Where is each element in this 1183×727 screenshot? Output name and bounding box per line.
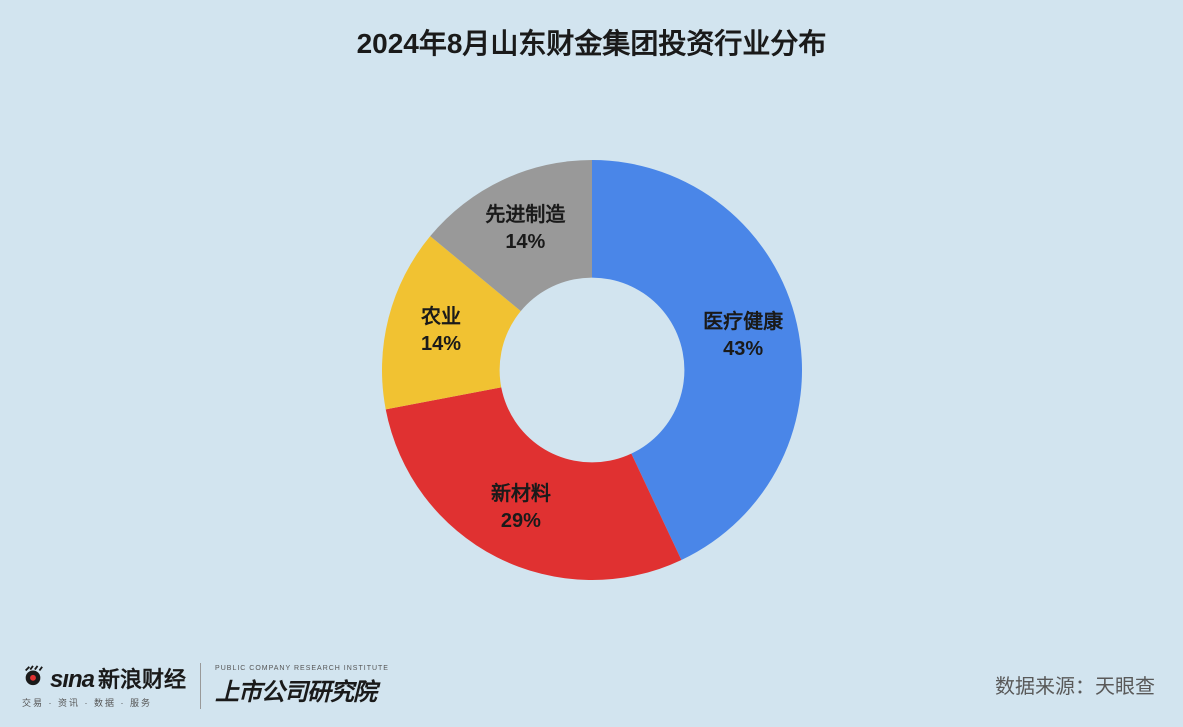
institute-cn: 上市公司研究院	[215, 672, 376, 707]
sina-sub: 交易 · 资讯 · 数据 · 服务	[22, 696, 152, 709]
slice-label-name: 新材料	[491, 481, 551, 508]
data-source-label: 数据来源：天眼查	[995, 670, 1155, 699]
chart-canvas: 2024年8月山东财金集团投资行业分布 医疗健康43%新材料29%农业14%先进…	[0, 0, 1183, 727]
slice-label: 新材料29%	[491, 481, 551, 535]
slice-label-percent: 14%	[485, 229, 565, 256]
slice-label-percent: 14%	[421, 331, 461, 358]
institute-en: PUBLIC COMPANY RESEARCH INSTITUTE	[215, 665, 389, 672]
slice-label-name: 医疗健康	[703, 309, 783, 336]
donut-svg	[382, 160, 802, 580]
sina-cn: 新浪财经	[98, 662, 186, 694]
research-institute-logo: PUBLIC COMPANY RESEARCH INSTITUTE 上市公司研究…	[215, 665, 389, 707]
sina-eye-icon	[22, 665, 44, 687]
slice-label: 医疗健康43%	[703, 309, 783, 363]
chart-title: 2024年8月山东财金集团投资行业分布	[0, 22, 1183, 62]
sina-finance-logo: sına 新浪财经 交易 · 资讯 · 数据 · 服务	[22, 662, 186, 709]
donut-hole	[499, 278, 684, 463]
slice-label: 先进制造14%	[485, 202, 565, 256]
slice-label-percent: 29%	[491, 508, 551, 535]
logo-divider	[200, 663, 201, 709]
slice-label-name: 先进制造	[485, 202, 565, 229]
slice-label-percent: 43%	[703, 336, 783, 363]
sina-word: sına	[50, 666, 94, 694]
slice-label: 农业14%	[421, 304, 461, 358]
slice-label-name: 农业	[421, 304, 461, 331]
footer-logos: sına 新浪财经 交易 · 资讯 · 数据 · 服务 PUBLIC COMPA…	[22, 662, 389, 709]
donut-chart: 医疗健康43%新材料29%农业14%先进制造14%	[382, 160, 802, 580]
